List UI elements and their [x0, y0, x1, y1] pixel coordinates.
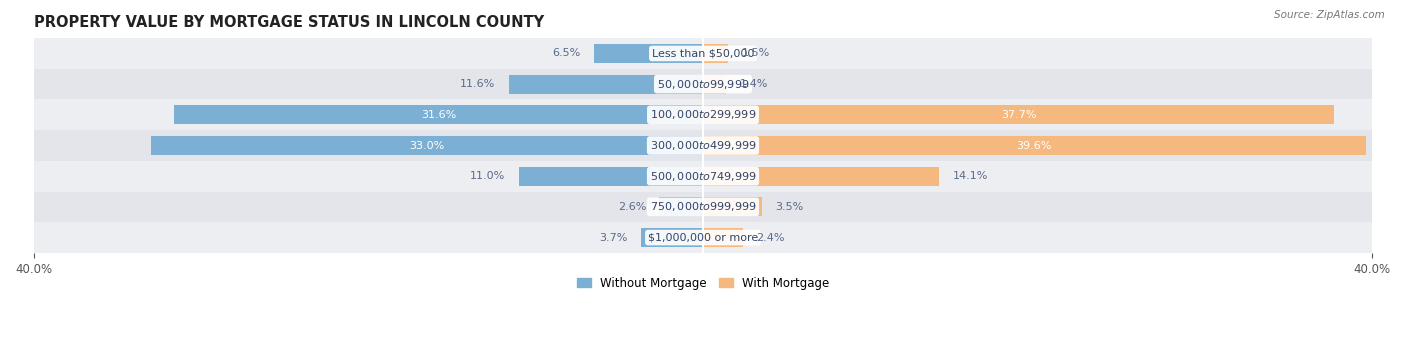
- Legend: Without Mortgage, With Mortgage: Without Mortgage, With Mortgage: [572, 272, 834, 294]
- Text: 11.6%: 11.6%: [460, 79, 495, 89]
- Bar: [34, 38, 1372, 69]
- Text: $100,000 to $299,999: $100,000 to $299,999: [650, 108, 756, 121]
- Text: $750,000 to $999,999: $750,000 to $999,999: [650, 200, 756, 214]
- Bar: [34, 191, 1372, 222]
- Bar: [509, 74, 703, 94]
- Text: 6.5%: 6.5%: [553, 49, 581, 58]
- Text: 37.7%: 37.7%: [1001, 110, 1036, 120]
- Text: 39.6%: 39.6%: [1017, 140, 1052, 151]
- Bar: [703, 44, 728, 63]
- Text: 3.5%: 3.5%: [775, 202, 803, 212]
- Bar: [150, 136, 703, 155]
- Bar: [595, 44, 703, 63]
- Bar: [34, 130, 1372, 161]
- Bar: [34, 161, 1372, 191]
- Text: $300,000 to $499,999: $300,000 to $499,999: [650, 139, 756, 152]
- Text: Less than $50,000: Less than $50,000: [652, 49, 754, 58]
- Bar: [34, 100, 1372, 130]
- Bar: [703, 136, 1365, 155]
- Text: $50,000 to $99,999: $50,000 to $99,999: [657, 78, 749, 91]
- Text: $1,000,000 or more: $1,000,000 or more: [648, 233, 758, 242]
- Text: 2.6%: 2.6%: [617, 202, 647, 212]
- Text: 3.7%: 3.7%: [599, 233, 627, 242]
- Bar: [174, 105, 703, 124]
- Bar: [703, 167, 939, 186]
- Bar: [34, 69, 1372, 100]
- Bar: [703, 197, 762, 216]
- Text: 14.1%: 14.1%: [952, 171, 988, 181]
- Text: 1.5%: 1.5%: [741, 49, 769, 58]
- Text: Source: ZipAtlas.com: Source: ZipAtlas.com: [1274, 10, 1385, 20]
- Text: 11.0%: 11.0%: [470, 171, 506, 181]
- Bar: [641, 228, 703, 247]
- Bar: [34, 222, 1372, 253]
- Text: 33.0%: 33.0%: [409, 140, 444, 151]
- Bar: [703, 105, 1334, 124]
- Text: 31.6%: 31.6%: [420, 110, 456, 120]
- Text: PROPERTY VALUE BY MORTGAGE STATUS IN LINCOLN COUNTY: PROPERTY VALUE BY MORTGAGE STATUS IN LIN…: [34, 15, 544, 30]
- Text: $500,000 to $749,999: $500,000 to $749,999: [650, 170, 756, 183]
- Bar: [703, 74, 727, 94]
- Bar: [703, 228, 744, 247]
- Text: 2.4%: 2.4%: [756, 233, 785, 242]
- Bar: [659, 197, 703, 216]
- Text: 1.4%: 1.4%: [740, 79, 768, 89]
- Bar: [519, 167, 703, 186]
